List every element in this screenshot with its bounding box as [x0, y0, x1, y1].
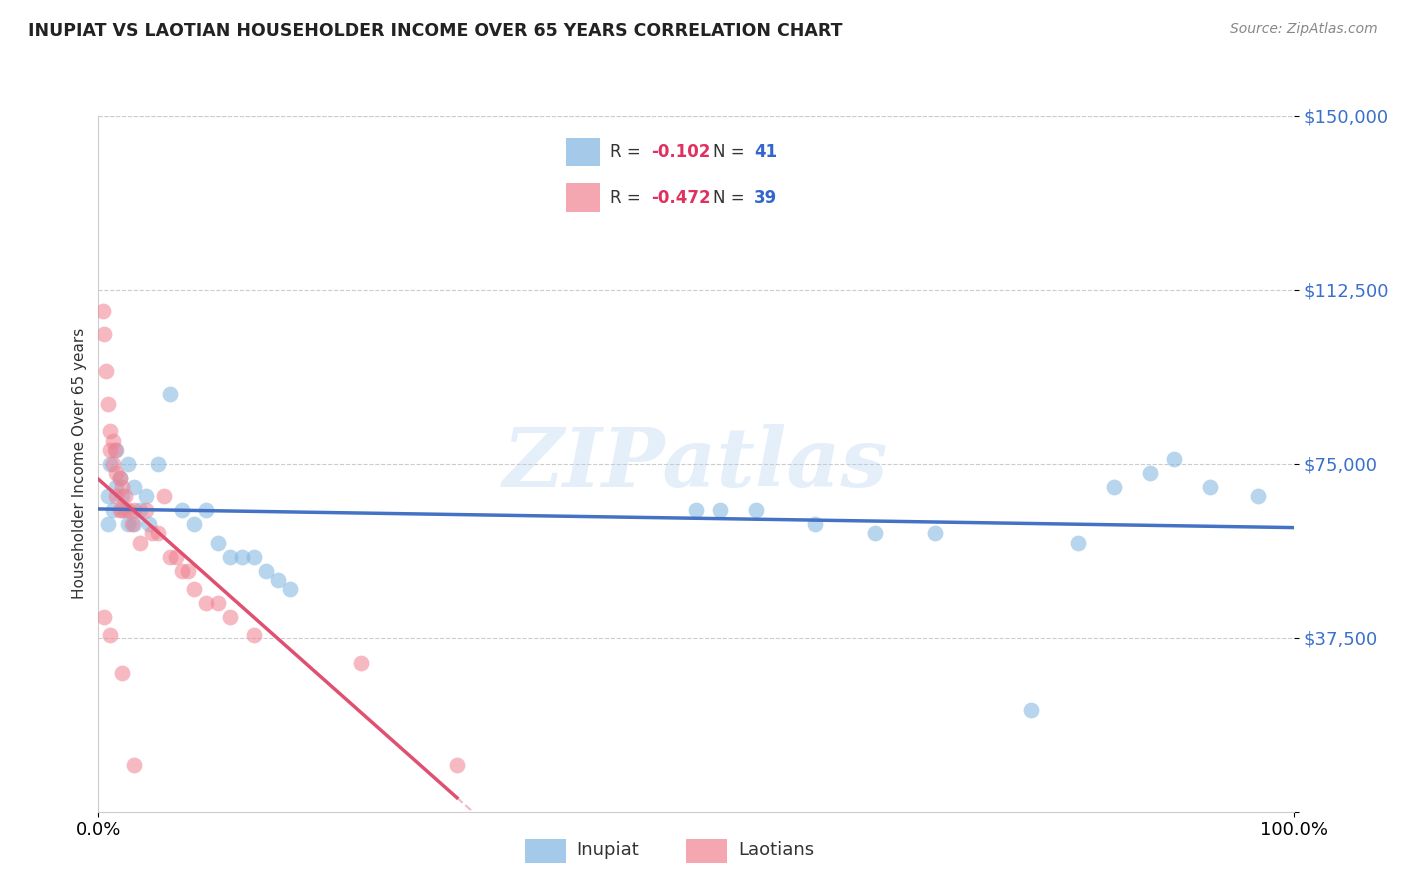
Point [194, 503, 217, 517]
Point [924, 526, 946, 541]
Point [111, 503, 134, 517]
Point [111, 480, 134, 494]
Point [159, 387, 181, 401]
Point [1067, 535, 1090, 549]
Point [207, 535, 229, 549]
Point [243, 628, 266, 642]
Point [117, 517, 139, 532]
Point [124, 758, 146, 772]
Point [254, 564, 277, 578]
Point [111, 665, 134, 680]
Point [101, 503, 124, 517]
Text: Source: ZipAtlas.com: Source: ZipAtlas.com [1230, 22, 1378, 37]
Point [685, 503, 707, 517]
Point [124, 480, 146, 494]
Point [153, 489, 176, 503]
Point [177, 564, 200, 578]
Point [129, 535, 152, 549]
Point [94, 364, 117, 378]
Point [135, 489, 157, 503]
Point [93, 610, 115, 624]
Point [105, 442, 128, 457]
Point [183, 517, 205, 532]
Point [159, 549, 181, 564]
Point [148, 457, 170, 471]
Point [114, 503, 136, 517]
Point [105, 489, 128, 503]
Point [1198, 480, 1220, 494]
Point [124, 503, 146, 517]
Point [1019, 703, 1042, 717]
Point [804, 517, 827, 532]
Point [98, 425, 122, 439]
Point [91, 303, 114, 318]
Point [1246, 489, 1268, 503]
Point [101, 457, 124, 471]
Point [207, 596, 229, 610]
Point [231, 549, 253, 564]
Point [165, 549, 187, 564]
Point [350, 657, 373, 671]
Point [121, 517, 143, 532]
Point [135, 503, 157, 517]
Point [105, 480, 128, 494]
Point [97, 489, 120, 503]
Point [863, 526, 886, 541]
Text: Laotians: Laotians [738, 841, 814, 859]
Text: Inupiat: Inupiat [576, 841, 640, 859]
Point [104, 442, 127, 457]
Point [219, 610, 242, 624]
Point [172, 503, 194, 517]
Point [709, 503, 731, 517]
Y-axis label: Householder Income Over 65 years: Householder Income Over 65 years [72, 328, 87, 599]
Point [243, 549, 266, 564]
Point [108, 503, 131, 517]
Point [98, 442, 122, 457]
Point [98, 628, 122, 642]
Point [446, 758, 468, 772]
Point [267, 573, 290, 587]
Point [98, 457, 122, 471]
Point [141, 526, 163, 541]
Point [117, 503, 139, 517]
Point [108, 471, 131, 485]
Point [105, 466, 128, 480]
Point [93, 326, 115, 341]
Point [1102, 480, 1125, 494]
Point [101, 434, 124, 448]
Point [172, 564, 194, 578]
Point [148, 526, 170, 541]
Point [108, 471, 131, 485]
Point [1163, 452, 1185, 467]
Point [278, 582, 301, 596]
Point [138, 517, 160, 532]
Point [1139, 466, 1161, 480]
Point [114, 489, 136, 503]
Point [129, 503, 152, 517]
Point [745, 503, 768, 517]
Point [117, 457, 139, 471]
Point [97, 396, 120, 410]
Point [111, 489, 134, 503]
Point [124, 517, 146, 532]
Point [183, 582, 205, 596]
Point [219, 549, 242, 564]
Text: ZIPatlas: ZIPatlas [503, 424, 889, 504]
Point [194, 596, 217, 610]
Text: INUPIAT VS LAOTIAN HOUSEHOLDER INCOME OVER 65 YEARS CORRELATION CHART: INUPIAT VS LAOTIAN HOUSEHOLDER INCOME OV… [28, 22, 842, 40]
Point [97, 517, 120, 532]
